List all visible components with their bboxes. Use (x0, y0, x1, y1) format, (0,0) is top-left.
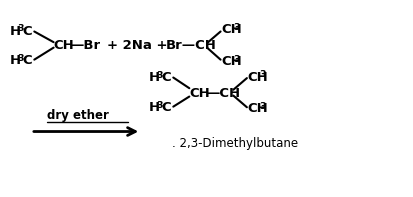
Text: CH: CH (247, 102, 267, 115)
Text: . 2,3-Dimethylbutane: . 2,3-Dimethylbutane (172, 137, 297, 150)
Text: H: H (148, 101, 159, 114)
Text: 3: 3 (156, 71, 162, 80)
Text: CH: CH (189, 86, 209, 99)
Text: 3: 3 (156, 101, 162, 110)
Text: —CH: —CH (206, 86, 240, 99)
Text: H: H (9, 54, 21, 67)
Text: 3: 3 (259, 70, 266, 79)
Text: C: C (22, 54, 31, 67)
Text: C: C (161, 101, 170, 114)
Text: 3: 3 (233, 22, 239, 32)
Text: —Br: —Br (70, 39, 100, 52)
Text: 3: 3 (233, 55, 239, 64)
Text: H: H (9, 25, 21, 38)
Text: CH: CH (247, 71, 267, 84)
Text: Br—CH: Br—CH (166, 39, 216, 52)
Text: CH: CH (221, 56, 241, 69)
Text: H: H (148, 71, 159, 84)
Text: C: C (161, 71, 170, 84)
Text: 3: 3 (17, 54, 24, 63)
Text: C: C (22, 25, 31, 38)
Text: + 2Na +: + 2Na + (107, 39, 168, 52)
Text: CH: CH (221, 23, 241, 36)
Text: CH: CH (54, 39, 74, 52)
Text: dry ether: dry ether (47, 110, 108, 123)
Text: 3: 3 (259, 102, 266, 111)
Text: 3: 3 (17, 24, 24, 33)
